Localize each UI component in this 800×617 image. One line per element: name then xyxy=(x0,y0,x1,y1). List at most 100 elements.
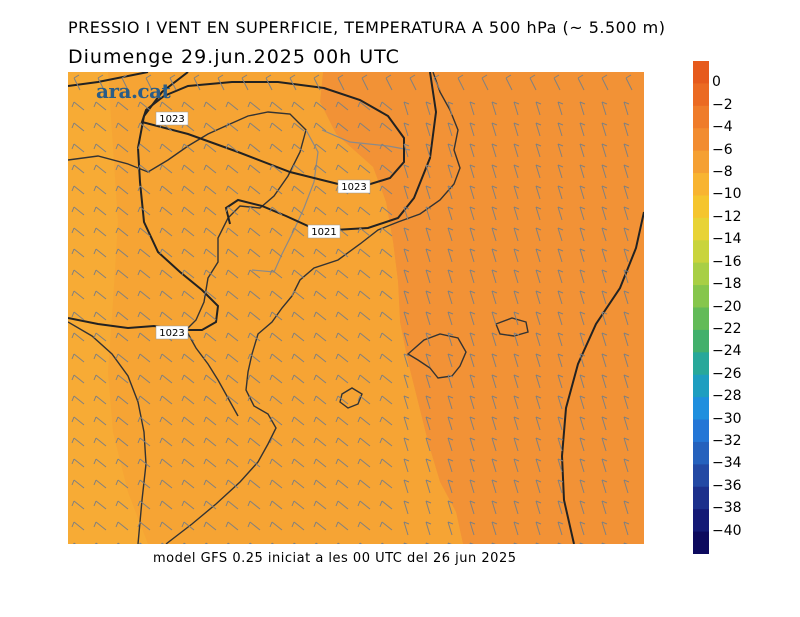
wind-barb xyxy=(379,479,393,489)
wind-barb xyxy=(291,185,305,195)
wind-barb xyxy=(579,290,586,305)
wind-barb xyxy=(535,101,542,116)
wind-barb xyxy=(313,311,327,321)
wind-barb xyxy=(115,479,129,489)
wind-barb xyxy=(623,290,630,305)
wind-barb xyxy=(513,122,520,137)
wind-barb xyxy=(513,332,520,347)
wind-barb xyxy=(513,458,520,473)
wind-barb xyxy=(181,437,195,447)
colorbar-label: −18 xyxy=(712,276,742,293)
wind-barb xyxy=(225,227,239,237)
isobar-value: 1021 xyxy=(311,227,336,238)
wind-barb xyxy=(71,143,85,153)
wind-barb xyxy=(557,479,564,494)
wind-barb xyxy=(623,164,630,179)
wind-barb xyxy=(181,206,195,216)
wind-barb xyxy=(137,248,151,258)
wind-barb xyxy=(601,164,608,179)
wind-barb xyxy=(269,416,283,426)
wind-barb xyxy=(535,164,542,179)
wind-barb xyxy=(357,521,371,531)
wind-barb xyxy=(93,143,107,153)
wind-barb xyxy=(403,353,410,368)
wind-barb xyxy=(313,248,327,258)
wind-barb xyxy=(269,500,283,510)
wind-barb xyxy=(579,521,586,536)
wind-barb xyxy=(137,143,151,153)
colorbar-label: −34 xyxy=(712,455,742,472)
wind-barb xyxy=(403,542,408,544)
wind-barb xyxy=(513,185,520,200)
wind-barb xyxy=(313,458,327,468)
wind-barb xyxy=(469,332,476,347)
wind-barb xyxy=(313,500,327,510)
wind-barb xyxy=(93,206,107,216)
wind-barb xyxy=(335,101,349,111)
wind-barb xyxy=(535,143,542,158)
wind-barb xyxy=(159,206,173,216)
wind-barb xyxy=(181,164,195,174)
wind-barb xyxy=(379,416,393,426)
wind-barb xyxy=(203,227,217,237)
wind-barb xyxy=(579,542,584,544)
wind-barb xyxy=(623,374,630,389)
wind-barb xyxy=(225,395,239,405)
wind-barb xyxy=(447,437,454,452)
wind-barb xyxy=(137,521,151,531)
wind-barb xyxy=(181,458,195,468)
wind-barb xyxy=(115,416,129,426)
wind-barb xyxy=(357,416,371,426)
wind-barb xyxy=(579,374,586,389)
wind-barb xyxy=(181,479,195,489)
wind-barb xyxy=(115,227,129,237)
wind-barb xyxy=(601,458,608,473)
wind-barb xyxy=(313,101,327,111)
wind-barb xyxy=(335,500,349,510)
wind-barb xyxy=(181,311,195,321)
wind-barb xyxy=(513,290,520,305)
wind-barb xyxy=(447,122,454,137)
wind-barb xyxy=(291,479,305,489)
wind-barb xyxy=(447,500,454,515)
wind-barb xyxy=(379,395,393,405)
wind-barb xyxy=(357,164,371,174)
wind-barb xyxy=(535,269,542,284)
wind-barb xyxy=(357,458,371,468)
isobar-label-2: 1023 xyxy=(337,179,371,194)
temperature-band-warm xyxy=(320,72,644,544)
colorbar-label: −30 xyxy=(712,410,742,427)
wind-barb xyxy=(623,206,630,221)
colorbar-swatch xyxy=(693,441,709,465)
wind-barb xyxy=(379,206,393,216)
wind-barb xyxy=(447,185,454,200)
wind-barb xyxy=(447,311,454,326)
wind-barb xyxy=(513,479,520,494)
wind-barb xyxy=(181,248,195,258)
wind-barb xyxy=(403,521,410,536)
isobar-value: 1023 xyxy=(341,182,366,193)
wind-barb xyxy=(557,248,564,263)
wind-barb xyxy=(71,185,85,195)
wind-barb xyxy=(357,374,371,384)
wind-barb xyxy=(491,458,498,473)
wind-barb xyxy=(93,311,107,321)
menorca-island xyxy=(495,317,529,337)
wind-barb xyxy=(181,269,195,279)
wind-barb xyxy=(579,416,586,431)
wind-barb xyxy=(403,206,410,221)
colorbar-swatch xyxy=(693,173,709,196)
wind-barb xyxy=(71,311,85,321)
wind-barb xyxy=(403,248,410,263)
border-lines xyxy=(251,129,411,273)
wind-barb xyxy=(357,101,371,111)
wind-barb xyxy=(159,143,173,153)
wind-barb xyxy=(249,542,253,544)
wind-barb xyxy=(335,458,349,468)
wind-barb xyxy=(623,122,630,137)
wind-barb xyxy=(357,290,371,300)
wind-barb xyxy=(557,332,564,347)
wind-barb xyxy=(601,353,608,368)
wind-barb xyxy=(447,416,454,431)
wind-barb xyxy=(403,332,410,347)
